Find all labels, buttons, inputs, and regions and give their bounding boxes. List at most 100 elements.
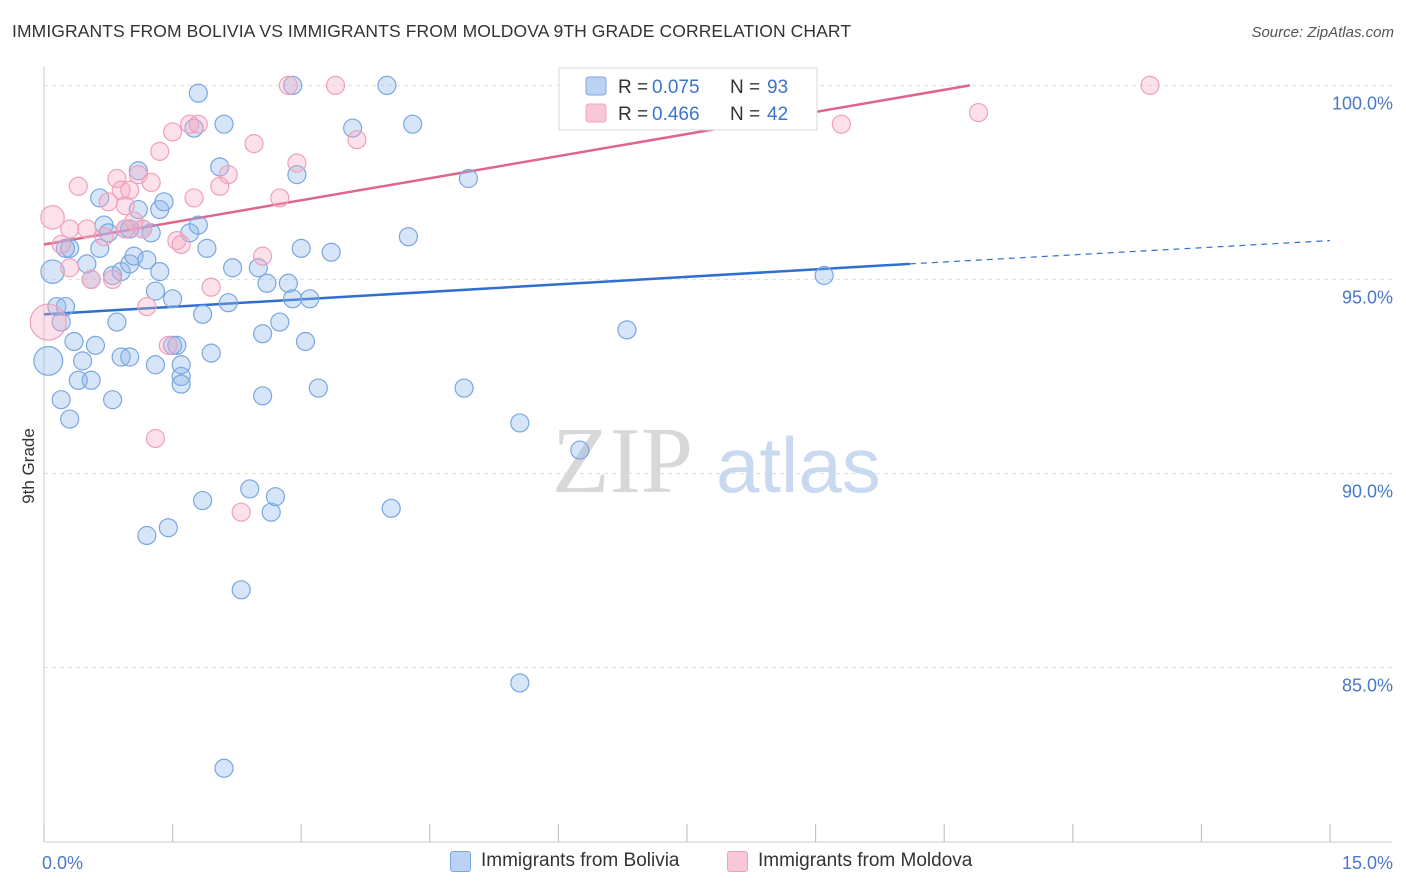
moldova-point xyxy=(68,176,88,196)
bolivia-point xyxy=(85,335,106,355)
watermark-atlas: atlas xyxy=(716,421,881,509)
bolivia-point xyxy=(107,312,127,332)
moldova-trend-line xyxy=(43,84,971,246)
bolivia-point xyxy=(81,370,101,390)
legend-n-label-1: N = xyxy=(730,77,760,98)
legend-label-bolivia: Immigrants from Bolivia xyxy=(481,850,680,871)
moldova-point xyxy=(831,114,851,134)
bolivia-point xyxy=(72,351,93,371)
bolivia-point xyxy=(163,335,183,355)
legend-swatch-bolivia-bottom xyxy=(450,850,471,872)
moldova-point xyxy=(102,269,123,289)
bolivia-point xyxy=(291,238,311,258)
bolivia-point xyxy=(253,324,273,344)
bolivia-point xyxy=(570,440,590,460)
moldova-point xyxy=(137,296,157,317)
bolivia-point xyxy=(257,273,277,293)
legend-swatch-moldova-bottom xyxy=(727,850,748,872)
legend-label-moldova: Immigrants from Moldova xyxy=(758,850,973,871)
moldova-point xyxy=(184,188,204,208)
moldova-point xyxy=(120,180,140,200)
legend-n-value-1: 93 xyxy=(767,77,788,98)
moldova-point xyxy=(270,188,290,208)
bolivia-point xyxy=(617,320,637,340)
moldova-point xyxy=(968,102,989,123)
bolivia-point xyxy=(150,262,170,282)
y-tick-label: 90.0% xyxy=(1342,481,1393,501)
bolivia-point xyxy=(124,246,144,266)
moldova-point xyxy=(1140,75,1160,96)
bolivia-point xyxy=(270,312,290,332)
legend-n-value-2: 42 xyxy=(767,104,788,125)
legend-r-label-1: R = xyxy=(618,77,648,98)
chart-title: IMMIGRANTS FROM BOLIVIA VS IMMIGRANTS FR… xyxy=(12,21,852,41)
bolivia-point xyxy=(145,355,166,375)
moldova-point xyxy=(244,134,264,154)
moldova-point xyxy=(141,172,161,192)
bolivia-point xyxy=(283,75,303,96)
axes xyxy=(43,66,1392,843)
bolivia-trend-extension xyxy=(909,240,1331,265)
x-tick-label: 0.0% xyxy=(42,853,83,873)
legend-swatch-bolivia xyxy=(585,76,607,96)
moldova-point xyxy=(287,153,307,173)
legend-r-label-2: R = xyxy=(618,104,648,125)
bolivia-point xyxy=(458,168,478,189)
bolivia-point xyxy=(193,304,213,324)
bolivia-point xyxy=(398,227,418,247)
bolivia-point xyxy=(201,343,221,363)
legend-r-value-2: 0.466 xyxy=(652,104,700,125)
moldova-point xyxy=(218,165,238,185)
bolivia-point xyxy=(454,378,474,398)
bolivia-point xyxy=(128,199,148,220)
bolivia-point xyxy=(171,374,191,394)
bolivia-point xyxy=(64,331,84,352)
moldova-point xyxy=(201,277,221,297)
moldova-point xyxy=(158,335,178,355)
moldova-point xyxy=(325,75,346,96)
legend-r-value-1: 0.075 xyxy=(652,77,700,98)
moldova-point xyxy=(115,219,136,239)
moldova-point xyxy=(107,168,127,189)
y-axis-label: 9th Grade xyxy=(19,428,38,504)
moldova-point xyxy=(171,234,191,255)
bolivia-point xyxy=(321,242,341,262)
bolivia-point xyxy=(253,386,273,406)
bolivia-point xyxy=(33,345,64,376)
bolivia-point xyxy=(403,114,423,134)
bolivia-point xyxy=(240,479,260,499)
bolivia-point xyxy=(278,273,298,293)
bolivia-point xyxy=(510,413,530,433)
legend-item-bolivia[interactable]: Immigrants from Bolivia xyxy=(450,850,680,872)
source-label: Source: ZipAtlas.com xyxy=(1251,24,1394,41)
bolivia-point xyxy=(814,265,834,286)
legend-item-moldova[interactable]: Immigrants from Moldova xyxy=(727,850,972,872)
bolivia-point xyxy=(197,238,217,258)
bolivia-point xyxy=(283,289,303,309)
bolivia-point xyxy=(510,673,530,693)
bolivia-point xyxy=(248,258,268,278)
moldova-point xyxy=(29,303,67,341)
moldova-point xyxy=(145,428,166,449)
watermark: ZIP atlas xyxy=(552,409,881,513)
moldova-point xyxy=(278,75,298,96)
bolivia-point xyxy=(120,347,140,367)
tick-labels: 85.0% 90.0% 95.0% 100.0% 0.0% 15.0% xyxy=(42,93,1393,873)
moldova-point xyxy=(115,196,136,216)
moldova-point xyxy=(51,234,71,255)
moldova-point xyxy=(163,122,183,142)
moldova-point xyxy=(188,114,208,134)
bolivia-point xyxy=(214,114,234,134)
moldova-point xyxy=(81,269,101,289)
moldova-point xyxy=(77,219,97,239)
bolivia-point xyxy=(102,390,123,410)
bolivia-point xyxy=(137,250,157,270)
legend-swatch-moldova xyxy=(585,103,607,123)
bolivia-point xyxy=(158,518,178,538)
bolivia-point xyxy=(381,498,401,518)
gridlines xyxy=(44,84,1392,668)
bolivia-trend-line xyxy=(43,262,910,316)
bolivia-point xyxy=(231,580,251,600)
bolivia-point xyxy=(223,258,243,278)
